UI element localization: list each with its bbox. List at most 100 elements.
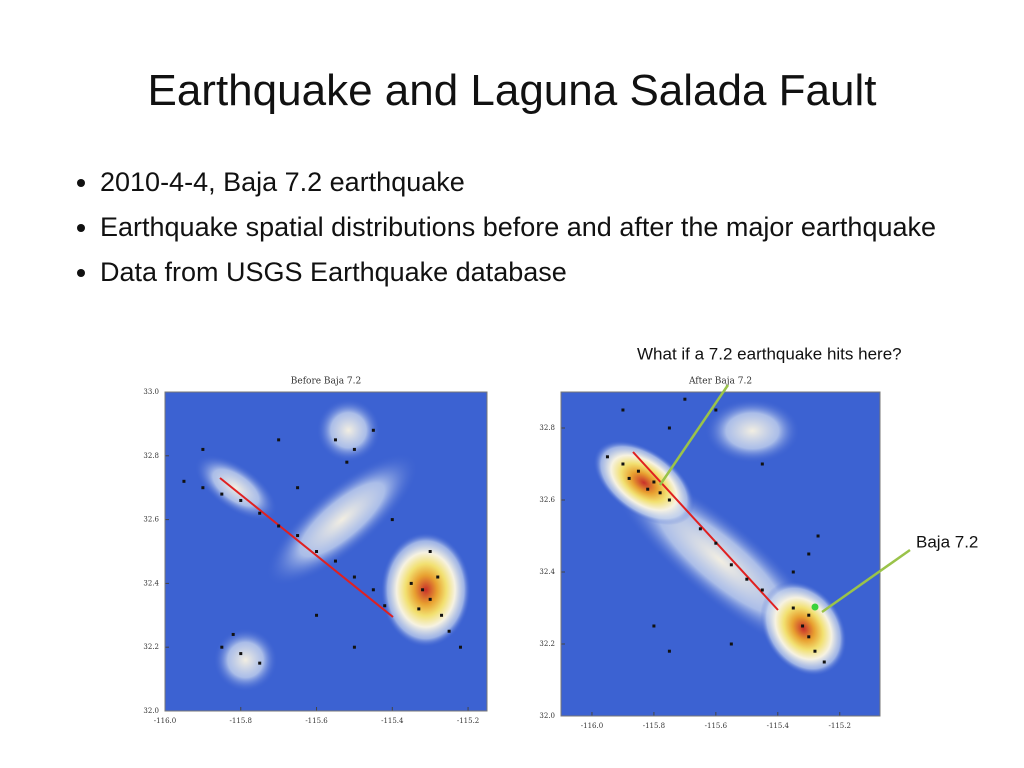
y-tick-label: 33.0 bbox=[143, 388, 159, 396]
earthquake-point bbox=[428, 597, 432, 601]
earthquake-point bbox=[352, 575, 356, 579]
density bbox=[265, 452, 419, 587]
density bbox=[380, 532, 471, 648]
earthquake-point bbox=[239, 652, 243, 656]
earthquake-point bbox=[621, 408, 625, 412]
density bbox=[194, 454, 278, 521]
x-tick-label: -115.6 bbox=[305, 717, 328, 725]
x-tick-label: -116.0 bbox=[581, 722, 603, 730]
fault-line bbox=[632, 451, 779, 611]
earthquake-point bbox=[296, 534, 300, 538]
earthquake-point bbox=[277, 524, 281, 528]
bullet: 2010-4-4, Baja 7.2 earthquake bbox=[100, 166, 960, 199]
earthquake-point bbox=[605, 455, 609, 459]
earthquake-point bbox=[220, 492, 224, 496]
y-tick-label: 32.0 bbox=[539, 712, 555, 720]
bullet-list: 2010-4-4, Baja 7.2 earthquake Earthquake… bbox=[62, 166, 960, 301]
plot: After Baja 7.2 -116.0 -115.8 -115.6 -115.4 -1… bbox=[539, 377, 881, 730]
earthquake-point bbox=[760, 462, 764, 466]
earthquake-point bbox=[646, 487, 650, 491]
earthquake-point bbox=[220, 645, 224, 649]
density bbox=[704, 398, 801, 464]
y-tick-label: 32.6 bbox=[539, 496, 555, 504]
annotation: What if a 7.2 earthquake hits here? bbox=[637, 344, 902, 363]
earthquake-point bbox=[636, 469, 640, 473]
earthquake-point bbox=[807, 613, 811, 617]
x-tick-label: -115.4 bbox=[767, 722, 790, 730]
x-tick-label: -115.2 bbox=[829, 722, 851, 730]
earthquake-point bbox=[333, 438, 337, 442]
y-tick-label: 32.2 bbox=[143, 643, 159, 651]
y-tick-label: 32.6 bbox=[143, 516, 159, 524]
earthquake-point bbox=[714, 408, 718, 412]
epicenter bbox=[811, 603, 819, 611]
earthquake-point bbox=[428, 550, 432, 553]
bullet: Earthquake spatial distributions before … bbox=[100, 211, 960, 244]
density bbox=[316, 398, 381, 463]
earthquake-point bbox=[458, 645, 462, 649]
earthquake-point bbox=[760, 588, 764, 592]
earthquake-point bbox=[258, 661, 262, 665]
bullet: Data from USGS Earthquake database bbox=[100, 256, 960, 289]
x-tick-label: -115.2 bbox=[457, 717, 479, 725]
earthquake-point bbox=[807, 552, 811, 556]
y-tick-label: 32.4 bbox=[143, 579, 159, 587]
earthquake-point bbox=[201, 486, 205, 490]
earthquake-point bbox=[371, 588, 375, 592]
earthquake-point bbox=[714, 541, 718, 545]
plot-frame bbox=[164, 391, 488, 712]
earthquake-point bbox=[652, 480, 656, 484]
earthquake-point bbox=[621, 462, 625, 466]
earthquake-point bbox=[383, 604, 387, 608]
y-tick-label: 32.2 bbox=[539, 640, 555, 648]
earthquake-point bbox=[791, 570, 795, 574]
earthquake-point bbox=[652, 624, 656, 628]
earthquake-point bbox=[277, 438, 281, 442]
density bbox=[213, 628, 278, 692]
earthquake-point bbox=[698, 527, 702, 531]
x-tick-label: -115.4 bbox=[381, 717, 404, 725]
plot: Before Baja 7.2 -116.0 -115.8 -115.6 -115.4 -… bbox=[143, 377, 488, 725]
earthquake-point bbox=[801, 624, 805, 628]
earthquake-point bbox=[729, 563, 733, 567]
earthquake-point bbox=[352, 645, 356, 649]
earthquake-point bbox=[231, 632, 235, 636]
earthquake-point bbox=[417, 607, 421, 611]
arrow bbox=[821, 548, 911, 614]
earthquake-point bbox=[816, 534, 820, 538]
earthquake-point bbox=[440, 613, 444, 617]
y-tick-label: 32.8 bbox=[539, 424, 555, 432]
earthquake-point bbox=[296, 486, 300, 490]
earthquake-point bbox=[315, 613, 319, 617]
earthquake-point bbox=[333, 559, 337, 563]
earthquake-point bbox=[667, 498, 671, 502]
density bbox=[593, 440, 695, 526]
earthquake-point bbox=[352, 447, 356, 451]
earthquake-point bbox=[371, 428, 375, 432]
earthquake-point bbox=[390, 518, 394, 522]
earthquake-point bbox=[667, 649, 671, 653]
earthquake-point bbox=[791, 606, 795, 610]
earthquake-point bbox=[729, 642, 733, 646]
fault-line bbox=[219, 477, 394, 618]
earthquake-point bbox=[201, 447, 205, 451]
slide-title: Earthquake and Laguna Salada Fault bbox=[147, 66, 877, 115]
earthquake-point bbox=[258, 511, 262, 515]
earthquake-point bbox=[421, 588, 425, 592]
x-tick-label: -115.6 bbox=[705, 722, 728, 730]
y-tick-label: 32.8 bbox=[143, 452, 159, 460]
earthquake-point bbox=[409, 581, 413, 585]
earthquake-point bbox=[182, 479, 186, 483]
earthquake-point bbox=[667, 426, 671, 430]
density bbox=[760, 581, 847, 676]
earthquake-point bbox=[447, 629, 451, 633]
y-tick-label: 32.4 bbox=[539, 568, 555, 576]
x-tick-label: -116.0 bbox=[154, 717, 176, 725]
earthquake-point bbox=[345, 460, 349, 464]
earthquake-point bbox=[807, 635, 811, 639]
y-tick-label: 32.0 bbox=[143, 707, 159, 715]
earthquake-point bbox=[822, 660, 826, 664]
earthquake-point bbox=[627, 476, 631, 480]
x-tick-label: -115.8 bbox=[230, 717, 252, 725]
